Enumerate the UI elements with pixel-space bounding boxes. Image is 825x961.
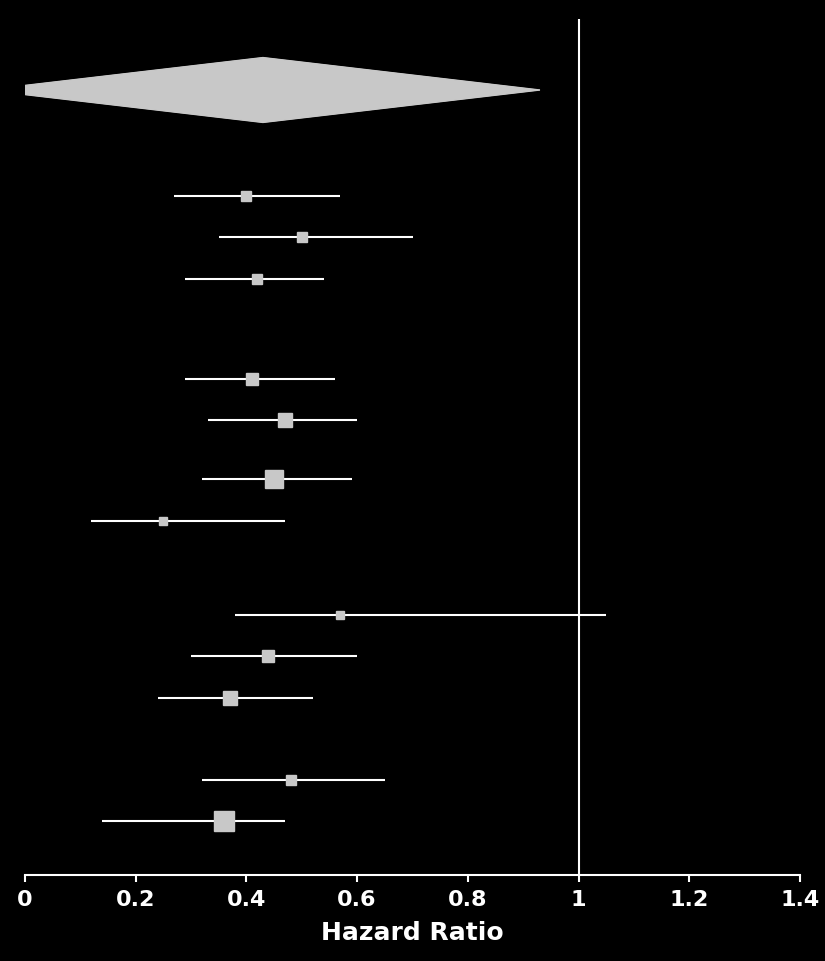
X-axis label: Hazard Ratio: Hazard Ratio [321, 921, 504, 945]
Polygon shape [0, 58, 540, 122]
